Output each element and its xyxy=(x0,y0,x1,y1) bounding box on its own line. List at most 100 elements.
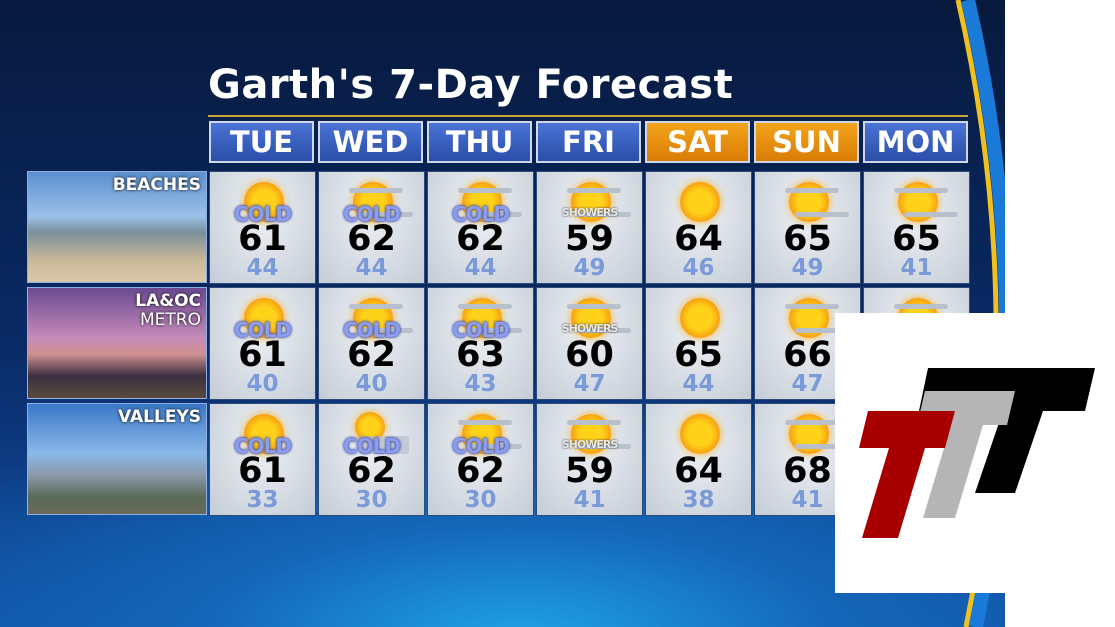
region-name: LA&OC xyxy=(135,291,201,311)
condition-tag: SHOWERS xyxy=(561,322,619,335)
cloud-icon xyxy=(458,304,512,309)
sun-icon xyxy=(244,298,284,338)
region-label: LA&OC METRO xyxy=(135,292,201,330)
low-temp: 38 xyxy=(682,487,715,513)
low-temp: 30 xyxy=(355,487,388,513)
forecast-cell: 65 41 xyxy=(863,171,970,284)
forecast-cell: SHOWERS 59 49 xyxy=(536,171,643,284)
high-temp: 62 xyxy=(456,219,505,259)
cloud-icon xyxy=(795,444,849,449)
region-photo-2: VALLEYS xyxy=(27,403,207,515)
cloud-icon xyxy=(468,328,522,333)
logo-graphic xyxy=(859,368,1095,538)
forecast-cell: COLD 61 44 xyxy=(209,171,316,284)
condition-tag: COLD xyxy=(451,318,510,342)
cloud-icon xyxy=(359,328,413,333)
low-temp: 44 xyxy=(464,255,497,281)
day-header-fri: FRI xyxy=(536,121,641,163)
cloud-icon xyxy=(577,328,631,333)
low-temp: 46 xyxy=(682,255,715,281)
sun-icon xyxy=(680,298,720,338)
cloud-icon xyxy=(785,304,839,309)
condition-tag: COLD xyxy=(233,318,292,342)
high-temp: 61 xyxy=(238,219,287,259)
low-temp: 33 xyxy=(246,487,279,513)
cloud-icon xyxy=(795,212,849,217)
high-temp: 62 xyxy=(347,335,396,375)
cloud-icon xyxy=(894,304,948,309)
forecast-cell: COLD 62 30 xyxy=(427,403,534,516)
cloud-icon xyxy=(468,212,522,217)
high-temp: 62 xyxy=(347,451,396,491)
cloud-icon xyxy=(795,328,849,333)
condition-tag: COLD xyxy=(233,202,292,226)
region-name: VALLEYS xyxy=(118,407,201,427)
sun-icon xyxy=(244,414,284,454)
low-temp: 44 xyxy=(355,255,388,281)
condition-tag: SHOWERS xyxy=(561,438,619,451)
forecast-cell: COLD 61 40 xyxy=(209,287,316,400)
low-temp: 41 xyxy=(791,487,824,513)
low-temp: 41 xyxy=(900,255,933,281)
forecast-cell: SHOWERS 60 47 xyxy=(536,287,643,400)
high-temp: 65 xyxy=(674,335,723,375)
forecast-cell: COLD 61 33 xyxy=(209,403,316,516)
day-header-thu: THU xyxy=(427,121,532,163)
high-temp: 61 xyxy=(238,451,287,491)
high-temp: 59 xyxy=(565,451,614,491)
low-temp: 40 xyxy=(246,371,279,397)
cloud-icon xyxy=(785,420,839,425)
condition-tag: COLD xyxy=(451,202,510,226)
low-temp: 49 xyxy=(791,255,824,281)
high-temp: 62 xyxy=(456,451,505,491)
title-rule xyxy=(208,115,968,117)
cloud-icon xyxy=(567,304,621,309)
high-temp: 66 xyxy=(783,335,832,375)
sun-icon xyxy=(680,414,720,454)
region-label: BEACHES xyxy=(113,176,201,195)
low-temp: 44 xyxy=(246,255,279,281)
ttt-logo xyxy=(835,313,1115,593)
low-temp: 41 xyxy=(573,487,606,513)
high-temp: 64 xyxy=(674,451,723,491)
forecast-cell: 65 44 xyxy=(645,287,752,400)
forecast-cell: 64 38 xyxy=(645,403,752,516)
condition-tag: SHOWERS xyxy=(561,206,619,219)
low-temp: 30 xyxy=(464,487,497,513)
condition-tag: COLD xyxy=(342,202,401,226)
sun-icon xyxy=(244,182,284,222)
low-temp: 47 xyxy=(791,371,824,397)
low-temp: 43 xyxy=(464,371,497,397)
region-name: BEACHES xyxy=(112,175,201,195)
condition-tag: COLD xyxy=(451,434,510,458)
day-header-wed: WED xyxy=(318,121,423,163)
day-header-mon: MON xyxy=(863,121,968,163)
cloud-icon xyxy=(894,188,948,193)
forecast-cell: 64 46 xyxy=(645,171,752,284)
cloud-icon xyxy=(904,212,958,217)
cloud-icon xyxy=(577,444,631,449)
condition-tag: COLD xyxy=(342,434,401,458)
condition-tag: COLD xyxy=(342,318,401,342)
high-temp: 62 xyxy=(347,219,396,259)
high-temp: 64 xyxy=(674,219,723,259)
high-temp: 63 xyxy=(456,335,505,375)
sun-icon xyxy=(680,182,720,222)
forecast-cell: SHOWERS 59 41 xyxy=(536,403,643,516)
low-temp: 47 xyxy=(573,371,606,397)
cloud-icon xyxy=(577,212,631,217)
region-photo-1: LA&OC METRO xyxy=(27,287,207,399)
high-temp: 65 xyxy=(892,219,941,259)
forecast-cell: COLD 62 44 xyxy=(318,171,425,284)
day-header-tue: TUE xyxy=(209,121,314,163)
cloud-icon xyxy=(349,188,403,193)
condition-tag: COLD xyxy=(233,434,292,458)
cloud-icon xyxy=(458,420,512,425)
forecast-cell: COLD 62 30 xyxy=(318,403,425,516)
high-temp: 68 xyxy=(783,451,832,491)
cloud-icon xyxy=(349,304,403,309)
high-temp: 60 xyxy=(565,335,614,375)
cloud-icon xyxy=(785,188,839,193)
day-header-sun: SUN xyxy=(754,121,859,163)
region-name-line2: METRO xyxy=(140,310,201,330)
